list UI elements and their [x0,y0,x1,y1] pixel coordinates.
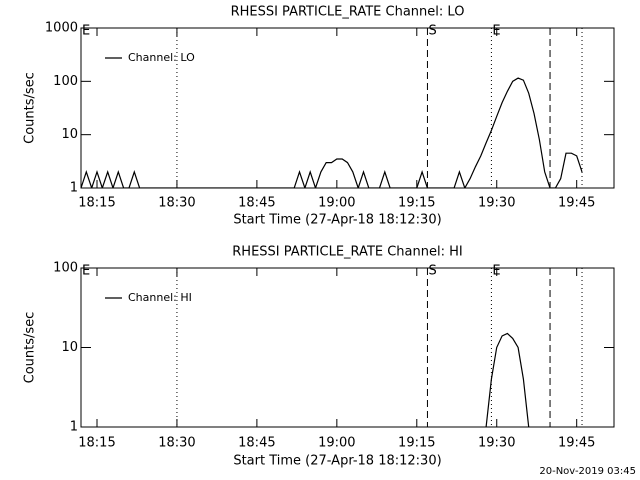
y-tick-label: 10 [61,127,78,142]
x-tick-label: 18:45 [238,436,275,451]
data-line [485,332,530,427]
y-tick-label: 1 [70,420,78,435]
x-tick-label: 18:15 [78,436,115,451]
x-axis-label: Start Time (27-Apr-18 18:12:30) [233,213,441,228]
plot-frame [80,27,615,189]
x-tick-label: 19:15 [398,436,435,451]
annotation: E [82,24,90,39]
chart-title: RHESSI PARTICLE_RATE Channel: LO [231,5,465,20]
data-line [81,77,583,188]
y-tick-label: 100 [53,261,78,276]
chart-title: RHESSI PARTICLE_RATE Channel: HI [232,245,462,260]
y-axis-label: Counts/sec [23,72,38,144]
annotation: E [492,264,500,279]
x-tick-label: 18:30 [158,196,195,211]
y-tick-label: 10 [61,340,78,355]
annotation: S [428,24,436,39]
x-tick-label: 18:15 [78,196,115,211]
annotation: E [492,24,500,39]
x-tick-label: 19:30 [478,196,515,211]
annotation: S [428,264,436,279]
legend-label: Channel: LO [128,51,195,64]
x-tick-label: 18:45 [238,196,275,211]
x-axis-label: Start Time (27-Apr-18 18:12:30) [233,454,441,469]
annotation: E [82,264,90,279]
x-tick-label: 19:15 [398,196,435,211]
x-tick-label: 19:00 [318,436,355,451]
x-tick-label: 19:00 [318,196,355,211]
x-tick-label: 19:45 [558,436,595,451]
x-tick-label: 19:30 [478,436,515,451]
y-axis-label: Counts/sec [23,312,38,384]
y-tick-label: 1000 [45,21,78,36]
x-tick-label: 19:45 [558,196,595,211]
x-tick-label: 18:30 [158,436,195,451]
legend-label: Channel: HI [128,291,192,304]
y-tick-label: 100 [53,74,78,89]
footer: 20-Nov-2019 03:45 [539,466,636,477]
y-tick-label: 1 [70,181,78,196]
